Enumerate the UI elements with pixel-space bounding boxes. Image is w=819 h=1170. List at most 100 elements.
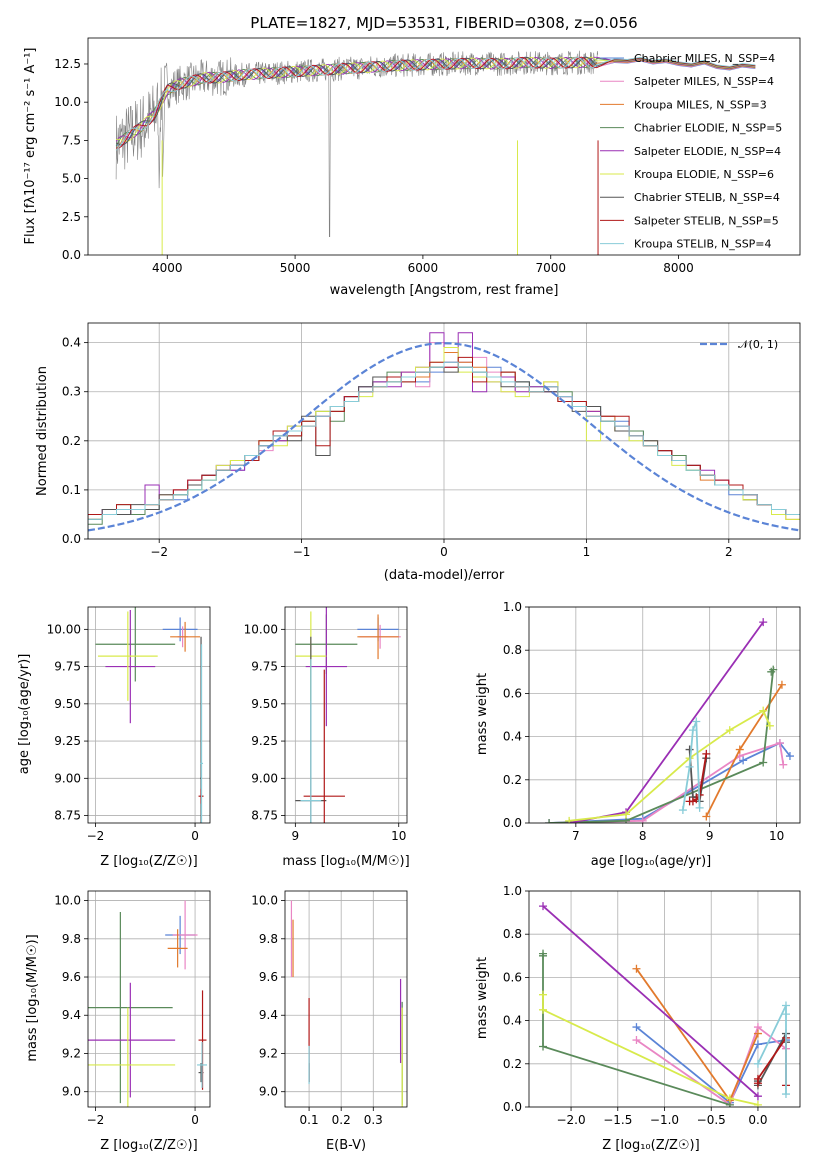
data-point-marker: [565, 816, 574, 823]
y-tick-label: 0.6: [503, 686, 522, 700]
gridlines: [285, 891, 407, 1107]
legend-label: Salpeter STELIB, N_SSP=5: [634, 214, 779, 227]
legend-label: Salpeter ELODIE, N_SSP=4: [634, 145, 781, 158]
data-point-marker: [753, 1059, 762, 1068]
y-tick-label: 0.0: [503, 1100, 522, 1114]
plot-area: [95, 607, 204, 823]
chart-title: PLATE=1827, MJD=53531, FIBERID=0308, z=0…: [250, 14, 637, 32]
residual-xlabel: (data-model)/error: [384, 568, 505, 583]
data-point-marker: [702, 749, 711, 758]
x-tick-label: 0: [440, 545, 448, 559]
data-point-marker: [539, 1005, 548, 1014]
y-tick-label: 0.3: [62, 385, 81, 399]
data-point-marker: [753, 1040, 762, 1049]
y-tick-label: 9.50: [54, 697, 81, 711]
x-tick-label: 4000: [152, 261, 183, 275]
ticks: −2 0 9.0 9.2 9.4 9.6 9.8 10.0: [54, 894, 199, 1127]
normal-distribution-curve: [88, 342, 800, 532]
x-tick-label: 6000: [408, 261, 439, 275]
data-point-marker: [632, 964, 641, 973]
data-point-marker: [678, 806, 687, 815]
y-tick-label: 8.75: [54, 809, 81, 823]
data-point-marker: [753, 1100, 762, 1107]
y-tick-label: 0.1: [62, 483, 81, 497]
x-tick-label: 0: [191, 1113, 199, 1127]
error-bar-point: [88, 1007, 176, 1107]
gridlines: [285, 607, 407, 823]
error-bar-point: [300, 659, 322, 823]
age-z-ylabel: age [log₁₀(age/yr)]: [17, 654, 32, 775]
y-tick-label: 0.4: [62, 336, 81, 350]
data-point-marker: [539, 951, 548, 960]
data-point-marker: [539, 1042, 548, 1051]
y-tick-label: 0.8: [503, 643, 522, 657]
y-tick-label: 9.00: [251, 771, 278, 785]
data-point-marker: [781, 1090, 790, 1099]
legend-label: Salpeter MILES, N_SSP=4: [634, 75, 774, 88]
plot-area: [88, 900, 208, 1107]
mass-weight-line: [542, 994, 759, 1106]
x-tick-label: 10: [769, 829, 784, 843]
legend-label: Chabrier MILES, N_SSP=4: [634, 52, 775, 65]
age-z-xlabel: Z [log₁₀(Z/Z☉)]: [100, 854, 197, 869]
legend-label: 𝒩(0, 1): [738, 338, 778, 351]
y-tick-label: 10.0: [251, 894, 278, 908]
data-point-marker: [753, 1029, 762, 1038]
y-tick-label: 9.4: [259, 1008, 278, 1022]
y-tick-label: 9.0: [259, 1085, 278, 1099]
age-vs-mass-panel: 9 10 8.75 9.00 9.25 9.50 9.75 10.00: [244, 606, 408, 843]
legend-label: Kroupa STELIB, N_SSP=4: [634, 238, 772, 251]
mass-vs-metallicity-panel: −2 0 9.0 9.2 9.4 9.6 9.8 10.0: [54, 890, 211, 1127]
ticks: 0.1 0.2 0.3 9.0 9.2 9.4 9.6 9.8 10.0: [251, 894, 383, 1127]
data-point-marker: [702, 812, 711, 821]
data-point-marker: [725, 726, 734, 735]
y-tick-label: 1.0: [503, 600, 522, 614]
y-tick-label: 9.75: [251, 660, 278, 674]
x-tick-label: −2.0: [556, 1113, 585, 1127]
legend-label: Kroupa ELODIE, N_SSP=6: [634, 168, 774, 181]
model-fit-line: [116, 56, 756, 149]
spectrum-panel: 4000 5000 6000 7000 8000 0.0 2.5 5.0 7.5 10.0 12.5…: [54, 37, 801, 275]
gridlines: [88, 891, 210, 1107]
weight-vs-age-panel: 7 8 9 10 0.0 0.2 0.4 0.6 0.8 1.0: [503, 600, 801, 843]
x-tick-label: −0.5: [697, 1113, 726, 1127]
axes-frame: [284, 890, 408, 1108]
error-bar-point: [167, 929, 188, 968]
data-point-marker: [779, 760, 788, 769]
ticks: 4000 5000 6000 7000 8000 0.0 2.5 5.0 7.5 10.0 12.5: [54, 57, 694, 275]
y-tick-label: 0.8: [503, 927, 522, 941]
y-tick-label: 0.4: [503, 730, 522, 744]
gridlines: [88, 607, 210, 823]
weight-age-ylabel: mass weight: [475, 673, 490, 755]
weight-z-ylabel: mass weight: [475, 957, 490, 1039]
data-point-marker: [767, 667, 776, 676]
y-tick-label: 9.25: [54, 734, 81, 748]
axes-frame: [528, 890, 801, 1108]
error-bar-point: [170, 621, 201, 652]
error-bar-point: [95, 607, 176, 682]
data-point-marker: [753, 1092, 762, 1101]
data-point-marker: [759, 618, 768, 627]
data-point-marker: [688, 726, 697, 735]
y-tick-label: 1.0: [503, 884, 522, 898]
data-point-marker: [692, 717, 701, 726]
x-tick-label: 0.1: [300, 1113, 319, 1127]
error-bar-point: [172, 900, 198, 970]
legend-label: Kroupa MILES, N_SSP=3: [634, 98, 767, 111]
plot-area: [539, 902, 790, 1107]
x-tick-label: 0.0: [748, 1113, 767, 1127]
error-bar-point: [305, 607, 348, 727]
y-tick-label: 0.6: [503, 970, 522, 984]
error-bar-point: [357, 614, 399, 660]
y-tick-label: 9.0: [62, 1085, 81, 1099]
data-point-marker: [759, 706, 768, 715]
plot-area: [115, 50, 756, 255]
axes-frame: [284, 606, 408, 824]
error-bar-point: [200, 644, 204, 823]
residual-histogram-series: [88, 361, 800, 539]
x-tick-label: −1.0: [650, 1113, 679, 1127]
y-tick-label: 10.00: [47, 622, 81, 636]
data-point-marker: [765, 721, 774, 730]
plot-area: [545, 618, 794, 823]
